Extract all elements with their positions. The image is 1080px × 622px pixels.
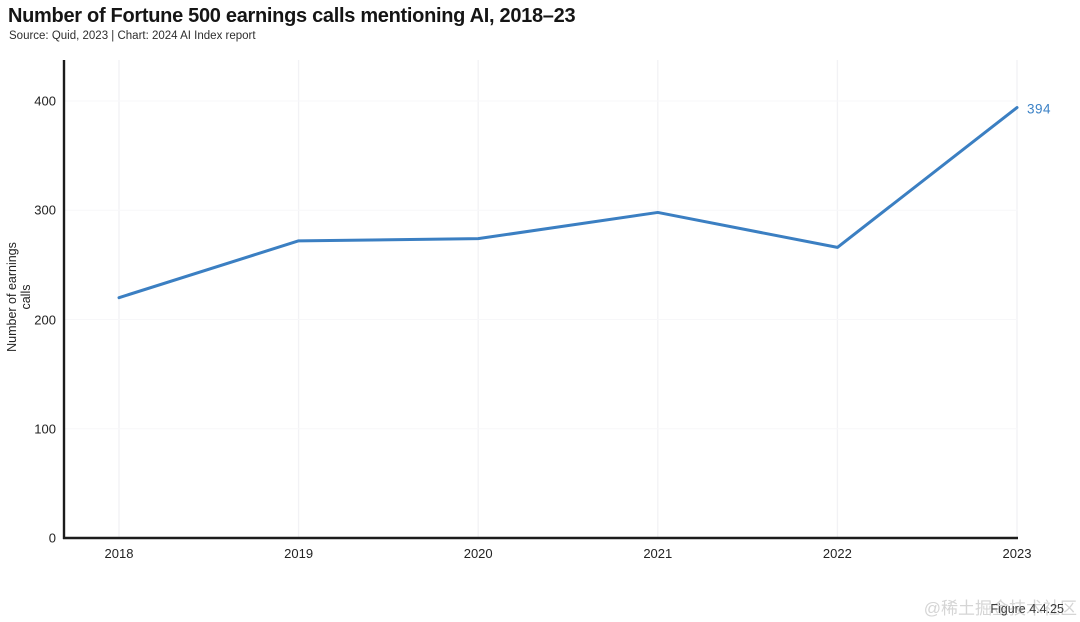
ai-mentions-line-series — [117, 106, 1019, 300]
chart-subtitle: Source: Quid, 2023 | Chart: 2024 AI Inde… — [9, 30, 256, 42]
gridlines — [65, 60, 1018, 538]
x-tick-label: 2021 — [643, 546, 673, 561]
data-point-label-2023: 394 — [1027, 101, 1052, 117]
y-tick-label: 300 — [34, 202, 56, 218]
y-tick-label: 100 — [34, 421, 56, 437]
y-tick-label: 400 — [34, 93, 56, 109]
x-tick-label: 2018 — [104, 546, 134, 561]
x-tick-label: 2023 — [1002, 546, 1032, 561]
y-tick-label: 200 — [34, 312, 56, 327]
x-tick-label: 2022 — [822, 546, 852, 561]
x-tick-label: 2019 — [284, 546, 314, 561]
chart-title: Number of Fortune 500 earnings calls men… — [8, 5, 576, 27]
watermark: @稀土掘金技术社区 — [923, 599, 1077, 618]
y-tick-label: 0 — [48, 530, 56, 546]
x-tick-label: 2020 — [463, 546, 493, 561]
figure-label: Figure 4.4.25 — [990, 602, 1064, 616]
